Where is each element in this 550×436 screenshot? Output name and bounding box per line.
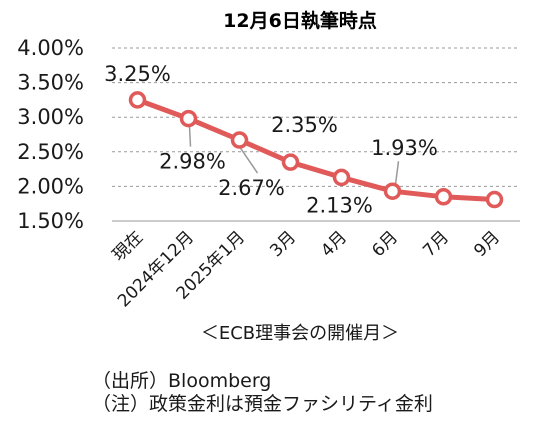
y-tick-label: 4.00% [17,36,84,60]
data-point [230,131,249,149]
x-tick-label: 4月 [317,227,351,261]
data-label: 1.93% [371,136,438,160]
data-label: 2.13% [306,193,373,217]
data-label: 2.35% [271,113,338,137]
source-note: （出所）Bloomberg [92,370,272,392]
label-leader-line [394,161,400,185]
data-point [485,190,504,209]
x-tick-label: 9月 [470,227,504,261]
label-leader-line [188,126,192,147]
y-tick-label: 3.50% [17,71,84,95]
y-tick-label: 2.00% [17,174,84,198]
x-tick-label: 3月 [266,227,300,261]
data-point [179,109,198,128]
data-point [434,188,453,206]
x-tick-label: 7月 [419,227,453,261]
data-label: 3.25% [104,62,171,86]
footnote: （注）政策金利は預金ファシリティ金利 [92,393,433,415]
chart-title: 12月6日執筆時点 [223,9,377,32]
data-point [332,168,351,187]
x-axis-title: ＜ECB理事会の開催月＞ [201,323,399,344]
data-point [383,182,402,200]
data-point [281,153,300,171]
data-label: 2.67% [218,176,285,200]
x-tick-label: 6月 [368,227,402,261]
y-tick-label: 1.50% [17,209,84,233]
data-point [128,91,147,109]
y-tick-label: 2.50% [17,140,84,164]
data-label: 2.98% [159,150,226,174]
x-tick-label: 現在 [109,227,147,265]
y-tick-label: 3.00% [17,105,84,129]
label-leader-line [239,147,259,174]
